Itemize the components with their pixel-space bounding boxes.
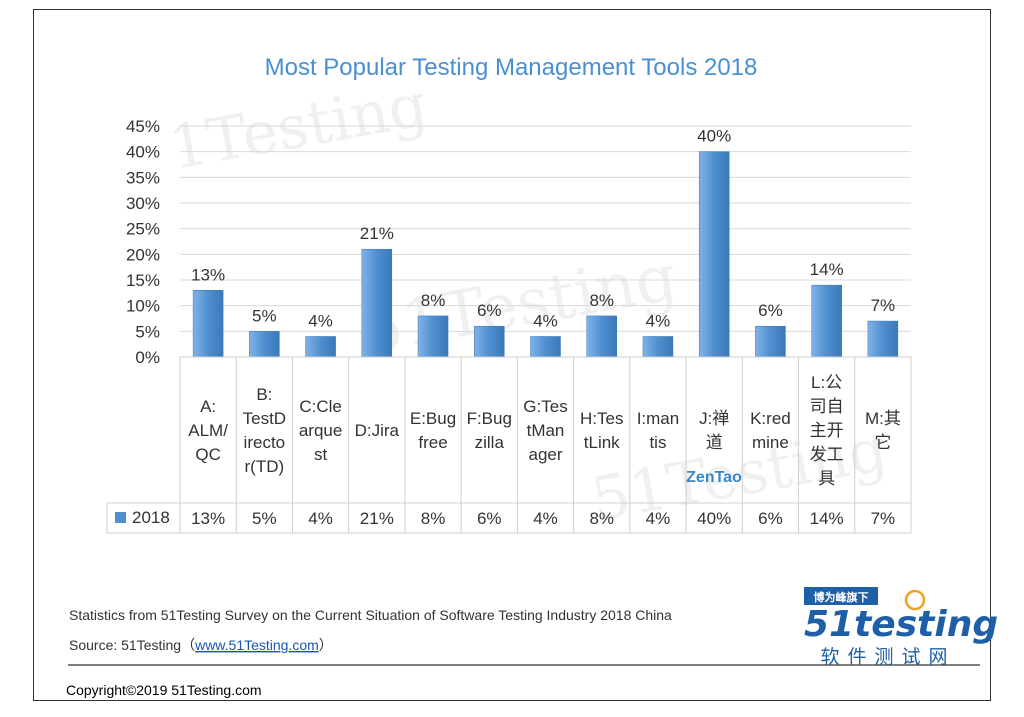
table-value: 40%	[697, 509, 731, 528]
y-tick-label: 45%	[126, 117, 160, 136]
source-prefix: Source: 51Testing（	[69, 637, 195, 653]
bar	[642, 336, 674, 358]
category-label: G:Tes tMan ager	[523, 397, 567, 464]
category-label: D:Jira	[355, 421, 400, 440]
legend-swatch	[115, 512, 126, 523]
data-label: 6%	[477, 301, 502, 320]
gridlines	[180, 125, 911, 332]
bar	[192, 290, 224, 358]
bar	[811, 284, 842, 358]
y-tick-label: 0%	[135, 348, 160, 367]
copyright: Copyright©2019 51Testing.com	[66, 682, 262, 698]
table-value: 4%	[533, 509, 558, 528]
source-line: Source: 51Testing（www.51Testing.com）	[69, 637, 333, 653]
data-label: 21%	[360, 224, 394, 243]
category-label: J:禅道	[699, 409, 729, 452]
bars	[192, 151, 899, 358]
data-label: 4%	[308, 311, 333, 330]
table-value: 13%	[191, 509, 225, 528]
logo-tagline-badge	[804, 587, 878, 605]
y-tick-label: 40%	[126, 143, 160, 162]
zentao-annotation: ZenTao	[686, 469, 742, 486]
source-link[interactable]: www.51Testing.com	[194, 637, 319, 653]
data-label: 7%	[871, 296, 896, 315]
logo-tagline: 博为峰旗下	[814, 590, 869, 604]
legend-label: 2018	[132, 508, 170, 527]
category-label: B: TestD irecto r(TD)	[243, 385, 286, 476]
table-value: 21%	[360, 509, 394, 528]
table-value: 6%	[477, 509, 502, 528]
logo-subtitle: 软件测试网	[820, 646, 955, 668]
category-label: A: ALM/QC	[188, 397, 228, 464]
category-label: M:其它	[865, 409, 901, 452]
data-label: 5%	[252, 306, 277, 325]
data-label: 4%	[646, 311, 671, 330]
y-tick-label: 30%	[126, 194, 160, 213]
chart-title: Most Popular Testing Management Tools 20…	[265, 54, 758, 81]
table-value: 14%	[810, 509, 844, 528]
data-label: 13%	[191, 265, 225, 284]
statistics-note: Statistics from 51Testing Survey on the …	[69, 607, 672, 623]
table-value: 8%	[421, 509, 446, 528]
category-label: F:Bug zilla	[467, 409, 512, 452]
data-label: 6%	[758, 301, 783, 320]
bar	[698, 151, 730, 358]
y-tick-label: 35%	[126, 168, 160, 187]
bar	[530, 336, 561, 358]
table-value: 6%	[758, 509, 783, 528]
y-tick-label: 20%	[126, 245, 160, 264]
bar	[361, 248, 393, 358]
y-tick-label: 25%	[126, 220, 160, 239]
data-table: 2018 A: ALM/QC 13% B: TestD irecto r(TD) 5% C:Cle…	[106, 356, 912, 534]
data-label: 14%	[810, 260, 844, 279]
bar	[305, 336, 336, 358]
data-label: 8%	[589, 291, 614, 310]
bar	[867, 320, 899, 358]
table-value: 5%	[252, 509, 277, 528]
bar	[755, 325, 786, 358]
data-label: 8%	[421, 291, 446, 310]
bar	[474, 325, 505, 358]
logo-wordmark: 51testing	[804, 604, 998, 645]
table-value: 8%	[589, 509, 614, 528]
category-label: H:Tes tLink	[580, 409, 623, 452]
y-axis: 0% 5% 10% 15% 20% 25% 30% 35% 40% 45%	[126, 117, 160, 367]
bar	[417, 315, 449, 358]
category-label: C:Cle arque st	[299, 397, 342, 464]
bar	[249, 331, 280, 358]
category-label: K:red mine	[750, 409, 791, 452]
category-label: E:Bug free	[410, 409, 456, 452]
data-label: 4%	[533, 311, 558, 330]
bar	[586, 315, 617, 358]
y-tick-label: 10%	[126, 297, 160, 316]
51testing-logo: 博为峰旗下 51testing 软件测试网	[804, 587, 998, 668]
category-label: I:man tis	[637, 409, 680, 452]
data-label: 40%	[697, 127, 731, 146]
slide-frame	[33, 9, 991, 701]
y-tick-label: 5%	[135, 322, 160, 341]
y-tick-label: 15%	[126, 271, 160, 290]
table-value: 4%	[646, 509, 671, 528]
source-suffix: ）	[319, 637, 333, 653]
table-value: 4%	[308, 509, 333, 528]
data-labels: 13% 5% 4% 21% 8% 6% 4% 8% 4% 40% 6% 14% 7%	[191, 127, 895, 331]
table-value: 7%	[871, 509, 896, 528]
logo-magnifier-icon	[904, 589, 926, 611]
category-label: L:公司自主开发工具	[810, 373, 844, 488]
